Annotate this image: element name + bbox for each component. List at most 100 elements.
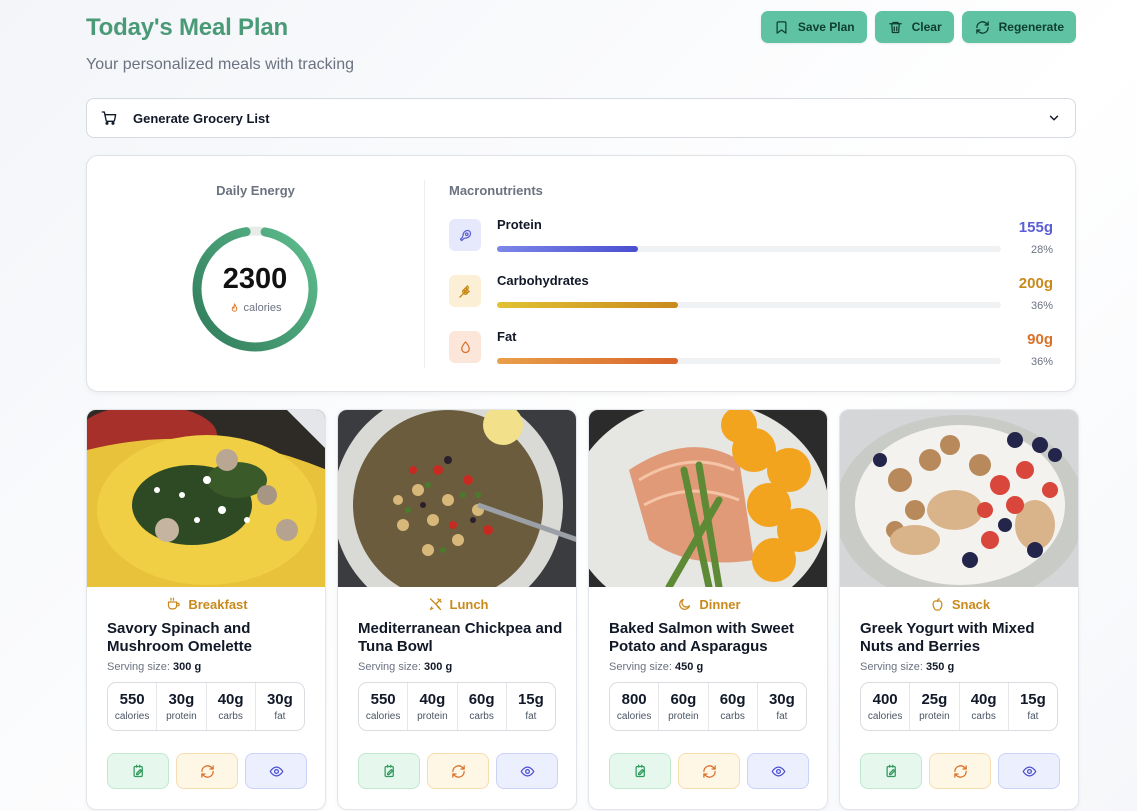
view-meal-button[interactable] (747, 753, 809, 789)
serving-value: 300 g (424, 661, 453, 673)
serving-value: 450 g (675, 661, 704, 673)
serving-size: Serving size: 300 g (107, 661, 201, 673)
stat-label: carbs (971, 711, 996, 722)
stat-value: 60g (468, 691, 495, 708)
serving-size: Serving size: 300 g (358, 661, 452, 673)
moon-icon (679, 598, 691, 610)
omelette-image (87, 410, 325, 587)
stat-value: 400 (872, 691, 898, 708)
page-header: Today's Meal Plan Your personalized meal… (86, 14, 354, 74)
serving-label: Serving size: (609, 661, 672, 673)
edit-meal-button[interactable] (860, 753, 922, 789)
stat-label: carbs (218, 711, 243, 722)
edit-note-icon (635, 764, 645, 777)
serving-value: 300 g (173, 661, 202, 673)
macro-percent: 28% (1030, 244, 1053, 256)
stat-label: protein (919, 711, 950, 722)
stat-label: calories (114, 711, 150, 722)
stat-label: fat (776, 711, 788, 722)
stat-protein: 25g protein (910, 683, 960, 730)
view-meal-button[interactable] (998, 753, 1060, 789)
refresh-icon (451, 764, 465, 778)
meal-photo[interactable] (338, 410, 576, 587)
energy-ring (192, 226, 318, 352)
stat-value: 800 (621, 691, 647, 708)
swap-meal-button[interactable] (678, 753, 740, 789)
stat-value: 15g (1019, 691, 1046, 708)
serving-size: Serving size: 350 g (860, 661, 954, 673)
view-meal-button[interactable] (245, 753, 307, 789)
clear-button[interactable]: Clear (874, 11, 954, 43)
bookmark-icon (776, 20, 787, 34)
meal-card-lunch: Lunch Mediterranean Chickpea and Tuna Bo… (337, 409, 577, 810)
swap-meal-button[interactable] (176, 753, 238, 789)
stat-value: 25g (921, 691, 948, 708)
page-title: Today's Meal Plan (86, 14, 288, 41)
meal-stats: 400 calories 25g protein 40g carbs 15g fat (860, 682, 1058, 731)
macro-value: 155g (1018, 219, 1053, 236)
save-plan-button[interactable]: Save Plan (760, 11, 867, 43)
meat-icon (459, 229, 471, 241)
eye-icon (1022, 766, 1036, 776)
edit-note-icon (886, 764, 896, 777)
chevron-down-icon (1049, 115, 1059, 121)
swap-meal-button[interactable] (929, 753, 991, 789)
meal-name: Baked Salmon with Sweet Potato and Aspar… (609, 620, 795, 655)
stat-value: 60g (670, 691, 697, 708)
regenerate-button[interactable]: Regenerate (961, 11, 1076, 43)
macro-icon-box (449, 219, 481, 251)
swap-meal-button[interactable] (427, 753, 489, 789)
stat-fat: 15g fat (507, 683, 555, 730)
stat-value: 40g (419, 691, 446, 708)
macro-icon-box (449, 331, 481, 363)
macro-fill-bar (497, 246, 639, 252)
meal-stats: 800 calories 60g protein 60g carbs 30g fat (609, 682, 807, 731)
macronutrients-title: Macronutrients (449, 183, 543, 198)
droplet-icon (460, 340, 470, 353)
eye-icon (269, 766, 283, 776)
meal-stats: 550 calories 30g protein 40g carbs 30g fat (107, 682, 305, 731)
stat-label: fat (274, 711, 286, 722)
stat-value: 40g (217, 691, 244, 708)
stat-label: protein (668, 711, 699, 722)
stat-label: fat (1027, 711, 1039, 722)
edit-note-icon (133, 764, 143, 777)
stat-protein: 40g protein (408, 683, 458, 730)
meal-photo[interactable] (589, 410, 827, 587)
stat-fat: 15g fat (1009, 683, 1057, 730)
macro-track (497, 302, 1001, 308)
save-plan-label: Save Plan (797, 20, 855, 34)
edit-meal-button[interactable] (609, 753, 671, 789)
refresh-icon (200, 764, 214, 778)
macro-value: 200g (1018, 275, 1053, 292)
serving-label: Serving size: (107, 661, 170, 673)
clear-label: Clear (911, 20, 942, 34)
energy-value: 2300 (222, 263, 288, 295)
macro-percent: 36% (1030, 300, 1053, 312)
header-actions: Save Plan Clear Regenerate (760, 11, 1076, 43)
meal-name: Mediterranean Chickpea and Tuna Bowl (358, 620, 563, 655)
meal-type-label: Dinner (699, 597, 741, 612)
refresh-icon (702, 764, 716, 778)
macro-track (497, 246, 1001, 252)
meal-name: Savory Spinach and Mushroom Omelette (107, 620, 253, 655)
trash-icon (888, 21, 902, 33)
serving-size: Serving size: 450 g (609, 661, 703, 673)
apple-icon (932, 598, 943, 611)
serving-label: Serving size: (358, 661, 421, 673)
utensils-icon (429, 598, 442, 611)
meal-photo[interactable] (840, 410, 1078, 587)
meal-photo[interactable] (87, 410, 325, 587)
stat-protein: 30g protein (157, 683, 207, 730)
edit-meal-button[interactable] (358, 753, 420, 789)
macro-protein: Protein 155g 28% (449, 214, 1053, 256)
edit-meal-button[interactable] (107, 753, 169, 789)
view-meal-button[interactable] (496, 753, 558, 789)
stat-carbs: 40g carbs (207, 683, 256, 730)
meal-card-actions (860, 753, 1060, 789)
grocery-list-dropdown[interactable]: Generate Grocery List (86, 98, 1076, 138)
meal-card-dinner: Dinner Baked Salmon with Sweet Potato an… (588, 409, 828, 810)
stat-label: calories (365, 711, 401, 722)
stat-protein: 60g protein (659, 683, 709, 730)
stat-calories: 550 calories (108, 683, 158, 730)
